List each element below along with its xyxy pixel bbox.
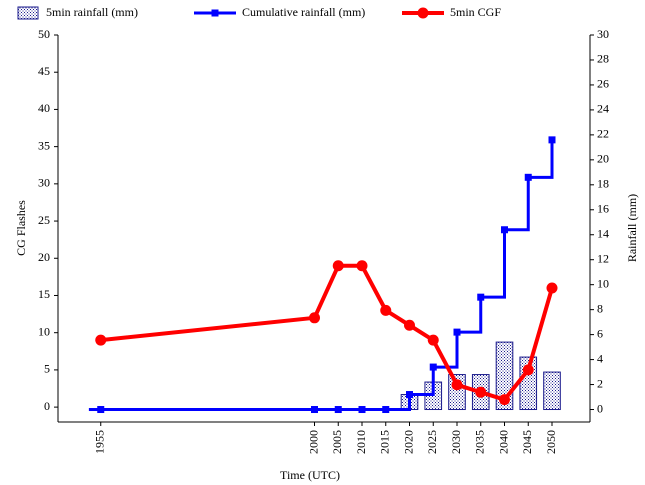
y2-tick-label: 16: [597, 202, 609, 216]
x-tick-label: 2025: [425, 430, 439, 454]
x-tick-label: 2015: [378, 430, 392, 454]
marker: [477, 293, 485, 301]
y2-tick-label: 4: [597, 351, 603, 365]
marker: [406, 391, 413, 399]
marker: [427, 334, 439, 346]
x-tick-label: 2045: [520, 430, 534, 454]
step-segment: [433, 332, 459, 369]
y-tick-label: 30: [38, 176, 50, 190]
y2-tick-label: 24: [597, 102, 609, 116]
y2-tick-label: 2: [597, 376, 603, 390]
x-tick-label: 2040: [496, 430, 510, 454]
y2-axis-label: Rainfall (mm): [625, 194, 639, 262]
bar: [543, 371, 561, 411]
marker: [95, 334, 107, 346]
y-tick-label: 10: [38, 324, 50, 338]
marker: [380, 304, 392, 316]
y-tick-label: 0: [44, 399, 50, 413]
marker: [451, 379, 463, 391]
marker: [522, 364, 534, 376]
step-segment: [409, 367, 435, 397]
marker: [453, 328, 461, 336]
marker: [524, 173, 532, 181]
legend-swatch: [17, 6, 39, 20]
x-tick-label: 2030: [449, 430, 463, 454]
y2-tick-label: 10: [597, 276, 609, 290]
marker: [548, 136, 556, 144]
marker: [311, 406, 318, 414]
y-tick-label: 50: [38, 27, 50, 41]
x-tick-label: 2020: [401, 430, 415, 454]
x-tick-label: 2010: [354, 430, 368, 454]
y-tick-label: 5: [44, 362, 50, 376]
step-segment: [385, 394, 411, 412]
marker: [429, 363, 437, 371]
x-tick-label: 1955: [93, 430, 107, 454]
step-segment: [457, 297, 483, 334]
y-tick-label: 45: [38, 64, 50, 78]
marker: [356, 260, 368, 272]
y2-tick-label: 8: [597, 301, 603, 315]
step-segment: [480, 229, 506, 299]
marker: [499, 394, 510, 406]
x-tick-label: 2005: [330, 430, 344, 454]
y2-tick-label: 6: [597, 326, 603, 340]
step-segment: [504, 177, 530, 232]
x-tick-label: 2000: [306, 430, 320, 454]
x-axis-label: Time (UTC): [280, 468, 340, 482]
y-axis-label: CG Flashes: [14, 200, 28, 256]
legend-marker: [417, 7, 429, 19]
step-segment: [528, 139, 554, 179]
y2-tick-label: 14: [597, 226, 609, 240]
y2-tick-label: 26: [597, 77, 609, 91]
y-tick-label: 35: [38, 138, 50, 152]
y2-tick-label: 0: [597, 401, 603, 415]
marker: [334, 406, 342, 414]
x-tick-label: 2035: [473, 430, 487, 454]
legend-label: 5min rainfall (mm): [46, 5, 138, 19]
marker: [501, 226, 508, 234]
y2-tick-label: 18: [597, 177, 609, 191]
y2-tick-label: 22: [597, 127, 609, 141]
marker: [309, 312, 320, 324]
marker: [404, 319, 415, 331]
line: [100, 263, 554, 402]
marker: [358, 406, 366, 414]
legend-label: Cumulative rainfall (mm): [242, 5, 365, 19]
x-tick-label: 2050: [544, 430, 558, 454]
y-tick-label: 15: [38, 287, 50, 301]
y-tick-label: 20: [38, 250, 50, 264]
legend-marker: [211, 9, 219, 17]
y2-tick-label: 28: [597, 52, 609, 66]
y2-tick-label: 20: [597, 152, 609, 166]
legend-label: 5min CGF: [450, 5, 501, 19]
y-tick-label: 40: [38, 101, 50, 115]
marker: [382, 406, 390, 414]
marker: [332, 260, 344, 272]
y-tick-label: 25: [38, 213, 50, 227]
marker: [546, 282, 558, 294]
marker: [475, 386, 487, 398]
marker: [97, 406, 105, 414]
y2-tick-label: 30: [597, 27, 609, 41]
y2-tick-label: 12: [597, 251, 609, 265]
